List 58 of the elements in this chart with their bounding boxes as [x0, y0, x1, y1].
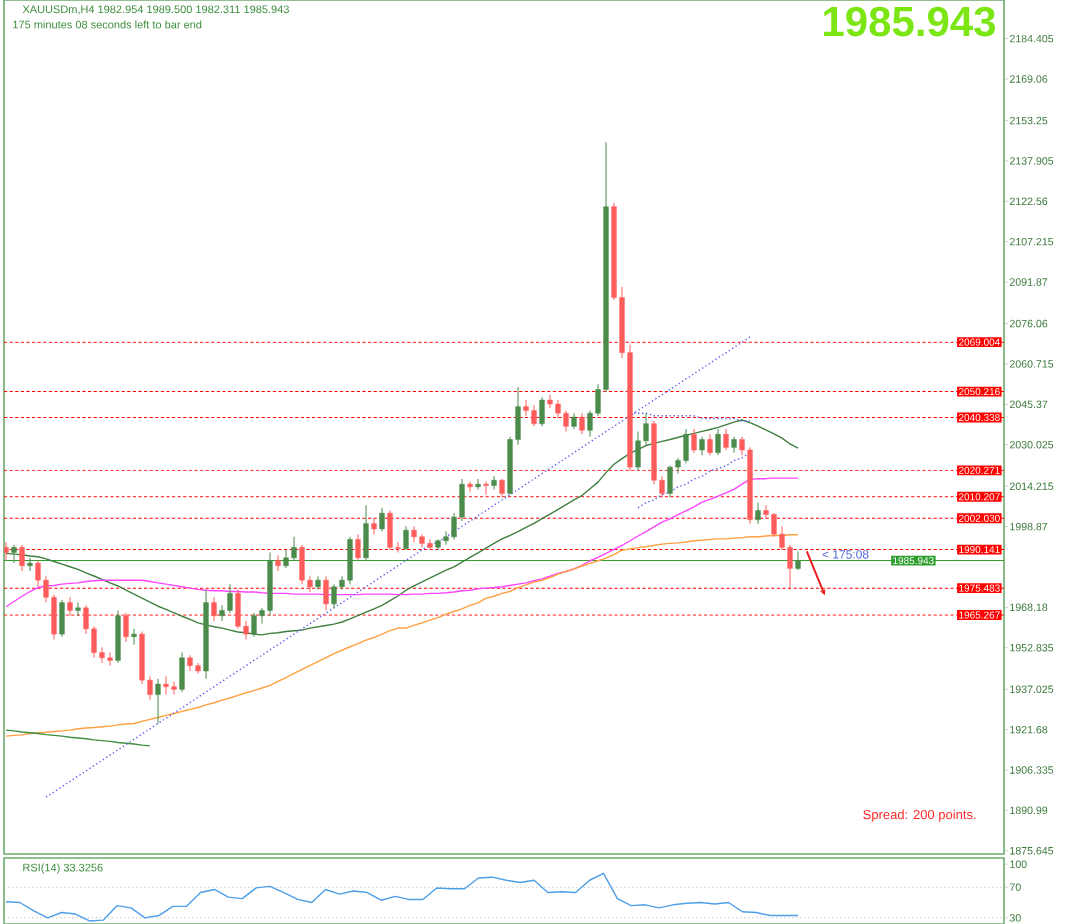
candlestick: [211, 596, 217, 622]
candlestick: [179, 652, 185, 693]
candlestick: [75, 602, 81, 617]
candlestick: [531, 404, 537, 427]
candlestick: [155, 678, 161, 725]
candlestick: [467, 481, 473, 493]
candlestick: [523, 399, 529, 417]
candlestick: [275, 554, 281, 572]
candlestick: [387, 510, 393, 551]
candlestick: [315, 575, 321, 590]
candlestick: [379, 507, 385, 533]
candlestick: [411, 525, 417, 543]
candlestick: [667, 465, 673, 498]
candlestick: [227, 583, 233, 614]
candlestick: [723, 428, 729, 451]
candlestick: [491, 475, 497, 490]
candlestick: [299, 544, 305, 585]
candlestick: [67, 596, 73, 617]
candlestick: [131, 628, 137, 646]
candlestick: [795, 550, 801, 571]
candlestick: [291, 536, 297, 561]
candlestick: [403, 525, 409, 551]
candlestick: [171, 680, 177, 696]
candlestick: [4, 541, 9, 561]
candlestick: [331, 583, 337, 609]
candlestick: [19, 544, 25, 572]
candlestick: [579, 412, 585, 435]
candlestick: [427, 538, 433, 551]
candlestick: [707, 433, 713, 456]
candlestick: [555, 399, 561, 419]
candlestick: [163, 675, 169, 696]
candlestick: [323, 575, 329, 611]
candlestick: [755, 502, 761, 525]
candlestick: [363, 504, 369, 561]
candlestick: [715, 428, 721, 456]
candlestick: [59, 599, 65, 638]
candlestick: [115, 609, 121, 664]
candlestick: [539, 396, 545, 427]
candlestick: [563, 410, 569, 433]
candlestick: [235, 588, 241, 630]
line-series: [637, 451, 751, 509]
candlestick: [547, 394, 553, 409]
candlestick: [371, 517, 377, 535]
candlestick: [283, 549, 289, 569]
text: 1985.943: [824, 6, 996, 37]
candlestick: [123, 612, 129, 643]
candlestick: [355, 533, 361, 561]
candlestick: [635, 431, 641, 472]
candlestick: [475, 478, 481, 490]
candlestick: [691, 428, 697, 454]
candlestick: [27, 557, 33, 572]
candlestick: [499, 478, 505, 498]
candlestick: [483, 481, 489, 496]
candlestick: [11, 544, 17, 564]
candlestick: [347, 536, 353, 585]
candlestick: [107, 652, 113, 667]
candlestick: [699, 436, 705, 456]
candlestick: [683, 428, 689, 464]
